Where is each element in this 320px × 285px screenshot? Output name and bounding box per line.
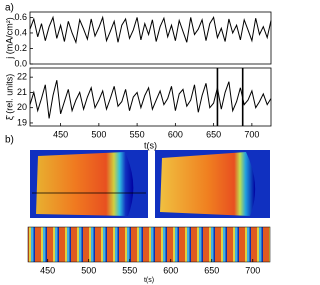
x-tick-label: 700	[245, 265, 260, 275]
y-axis-label: ξ̄ (rel. units)	[4, 74, 14, 121]
image-field	[36, 152, 134, 216]
x-axis-label: t(s)	[144, 140, 157, 150]
x-tick-label: 550	[130, 129, 145, 139]
x-axis-label: t(s)	[144, 277, 154, 284]
space-time-strip	[27, 226, 271, 263]
panel-label: b)	[5, 135, 14, 146]
y-tick-label: 0.2	[14, 43, 27, 53]
y-tick-label: 19	[17, 117, 27, 127]
line	[29, 15, 272, 45]
plot-frame	[29, 11, 272, 65]
y-axis-label: j (mA/cm²)	[4, 17, 14, 60]
y-tick-label: 21	[17, 87, 27, 97]
y-tick-label: 22	[17, 72, 27, 82]
x-tick-label: 650	[204, 265, 219, 275]
y-tick-label: 0.0	[14, 58, 27, 68]
x-tick-label: 700	[244, 129, 259, 139]
x-tick-label: 500	[91, 129, 106, 139]
panel-label: a)	[5, 3, 14, 14]
x-tick-label: 650	[206, 129, 221, 139]
y-tick-label: 20	[17, 102, 27, 112]
y-tick-label: 0.4	[14, 27, 27, 37]
x-tick-label: 600	[163, 265, 178, 275]
x-tick-label: 500	[81, 265, 96, 275]
plot-frame	[29, 67, 272, 127]
figure: 0.0 0.2 0.4 0.6j (mA/cm²) a) 19 20 21 22ξ̄ (rel.…	[4, 3, 272, 284]
y-tick-label: 0.6	[14, 12, 27, 22]
x-tick-label: 450	[53, 129, 68, 139]
line	[29, 80, 272, 119]
x-tick-label: 450	[40, 265, 55, 275]
image-field	[160, 152, 256, 216]
x-tick-label: 550	[122, 265, 137, 275]
x-tick-label: 600	[168, 129, 183, 139]
